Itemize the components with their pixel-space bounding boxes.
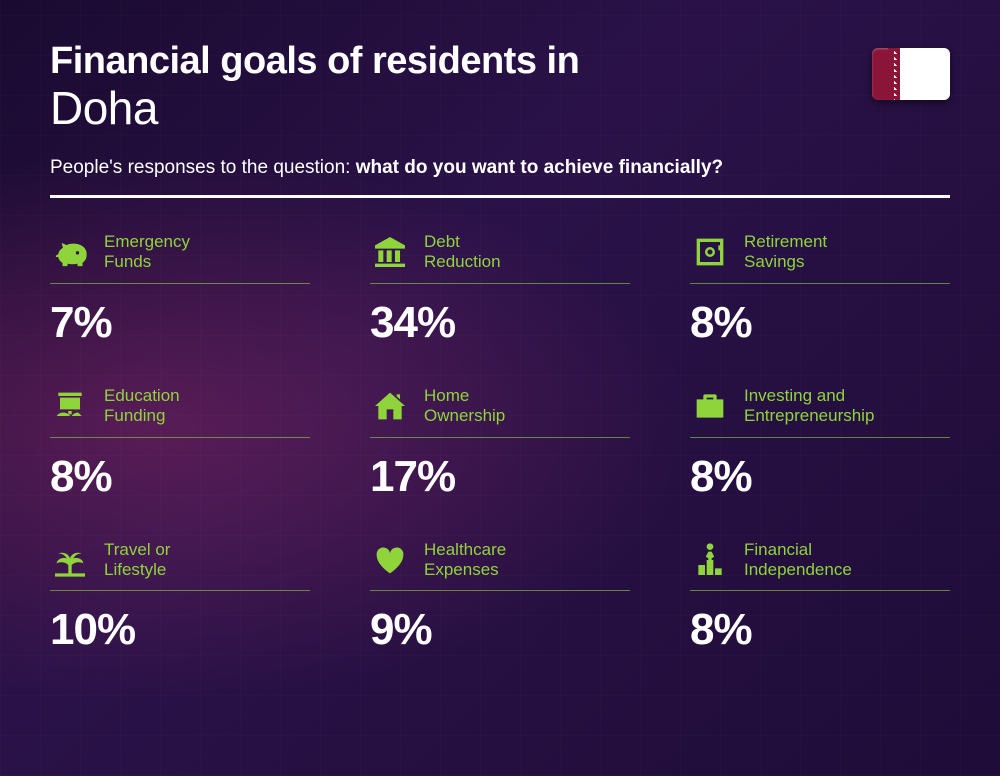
goal-label: EmergencyFunds	[104, 232, 190, 273]
goal-retirement-savings: RetirementSavings 8%	[690, 232, 950, 348]
house-icon	[370, 386, 410, 426]
qatar-flag-icon	[872, 48, 950, 100]
safe-icon	[690, 232, 730, 272]
goals-grid: EmergencyFunds 7% DebtReduction 34% Reti…	[50, 232, 950, 655]
goal-value: 34%	[370, 298, 630, 348]
goal-emergency-funds: EmergencyFunds 7%	[50, 232, 310, 348]
goal-label: Travel orLifestyle	[104, 540, 170, 581]
podium-icon	[690, 540, 730, 580]
briefcase-icon	[690, 386, 730, 426]
goal-label: DebtReduction	[424, 232, 501, 273]
goal-value: 8%	[690, 605, 950, 655]
piggy-bank-icon	[50, 232, 90, 272]
palm-icon	[50, 540, 90, 580]
page-title-prefix: Financial goals of residents in	[50, 40, 950, 83]
goal-healthcare-expenses: HealthcareExpenses 9%	[370, 540, 630, 656]
goal-label: HealthcareExpenses	[424, 540, 506, 581]
goal-debt-reduction: DebtReduction 34%	[370, 232, 630, 348]
goal-value: 8%	[50, 452, 310, 502]
goal-financial-independence: FinancialIndependence 8%	[690, 540, 950, 656]
presentation-icon	[50, 386, 90, 426]
goal-label: RetirementSavings	[744, 232, 827, 273]
subtitle: People's responses to the question: what…	[50, 157, 950, 179]
header-divider	[50, 195, 950, 198]
goal-value: 9%	[370, 605, 630, 655]
subtitle-lead: People's responses to the question:	[50, 157, 356, 178]
header: Financial goals of residents in Doha Peo…	[50, 40, 950, 198]
goal-label: EducationFunding	[104, 386, 180, 427]
goal-label: Investing andEntrepreneurship	[744, 386, 874, 427]
goal-label: FinancialIndependence	[744, 540, 852, 581]
subtitle-question: what do you want to achieve financially?	[356, 157, 723, 178]
goal-home-ownership: HomeOwnership 17%	[370, 386, 630, 502]
goal-value: 17%	[370, 452, 630, 502]
goal-investing-entrepreneurship: Investing andEntrepreneurship 8%	[690, 386, 950, 502]
heart-pulse-icon	[370, 540, 410, 580]
goal-value: 7%	[50, 298, 310, 348]
goal-education-funding: EducationFunding 8%	[50, 386, 310, 502]
goal-value: 8%	[690, 452, 950, 502]
goal-value: 8%	[690, 298, 950, 348]
goal-travel-lifestyle: Travel orLifestyle 10%	[50, 540, 310, 656]
page-title-city: Doha	[50, 81, 950, 135]
bank-icon	[370, 232, 410, 272]
goal-label: HomeOwnership	[424, 386, 505, 427]
goal-value: 10%	[50, 605, 310, 655]
